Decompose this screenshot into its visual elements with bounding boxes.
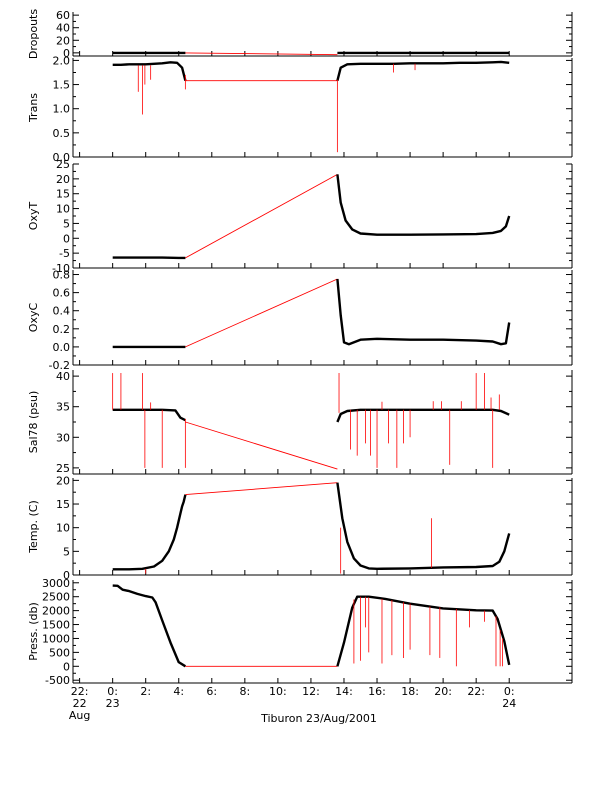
y-tick-label: 0 <box>63 47 70 60</box>
y-tick-label: 0.4 <box>53 305 71 318</box>
panel-2: 2.0 1.5 1.0 0.5 0.0 Trans <box>27 54 573 164</box>
y-tick-label: 20 <box>56 474 70 487</box>
y-tick-label: -10 <box>52 262 70 275</box>
y-axis-label: Trans <box>27 93 40 123</box>
y-axis-label: Dropouts <box>27 9 40 59</box>
x-tick-label: 2: <box>140 685 151 698</box>
y-tick-label: 0.2 <box>53 323 71 336</box>
y-tick-label: 0 <box>63 569 70 582</box>
data-series-line <box>336 278 511 346</box>
y-tick-label: 0 <box>63 660 70 673</box>
data-series-line <box>336 60 510 81</box>
y-tick-label: 10 <box>56 522 70 535</box>
y-axis-label: OxyC <box>27 303 40 333</box>
y-tick-label: 5 <box>63 545 70 558</box>
y-tick-label: 0.5 <box>53 127 71 140</box>
data-series-line <box>336 595 511 667</box>
y-tick-label: 1.0 <box>53 103 71 116</box>
x-tick-label: 0: <box>504 685 515 698</box>
data-series-line <box>336 408 510 423</box>
y-tick-label: -0.2 <box>49 359 70 372</box>
y-tick-label: 0.8 <box>53 269 71 282</box>
x-tick-label: 23 <box>106 697 120 710</box>
y-tick-label: 500 <box>49 646 70 659</box>
panels: 6040200Dropouts2.01.51.00.50.0Trans25201… <box>27 9 573 687</box>
y-tick-label: 0.6 <box>53 287 71 300</box>
interpolation-line <box>185 52 338 56</box>
y-tick-label: 2.0 <box>53 54 71 67</box>
y-axis-label: Sal78 (psu) <box>27 391 40 454</box>
data-series-line <box>112 408 186 422</box>
y-tick-label: -500 <box>45 674 70 687</box>
y-tick-label: 10 <box>56 203 70 216</box>
y-tick-label: 2500 <box>42 591 70 604</box>
y-tick-label: 35 <box>56 401 70 414</box>
y-tick-label: -5 <box>59 247 70 260</box>
y-axis-label: OxyT <box>27 202 40 231</box>
y-tick-label: 25 <box>56 158 70 171</box>
panel-4: 0.8 0.6 0.4 0.2 0.0 -0.2 OxyC <box>27 269 573 372</box>
y-tick-label: 1500 <box>42 619 70 632</box>
y-tick-label: 20 <box>56 173 70 186</box>
x-tick-label: 22: <box>71 685 89 698</box>
x-tick-label: 8: <box>239 685 250 698</box>
x-tick-label: 20: <box>434 685 452 698</box>
data-series-line <box>112 584 187 668</box>
x-tick-label: 12: <box>302 685 320 698</box>
y-tick-label: 5 <box>63 217 70 230</box>
x-tick-label: 22 <box>73 697 87 710</box>
y-tick-label: 2000 <box>42 605 70 618</box>
data-series-line <box>336 482 511 570</box>
panel-6: 20 15 10 5 0 Temp. (C) <box>27 474 573 582</box>
interpolation-line <box>185 174 338 259</box>
y-tick-label: 30 <box>56 431 70 444</box>
y-tick-label: 1000 <box>42 632 70 645</box>
panel-5: 40 35 30 25 Sal78 (psu) <box>27 370 573 475</box>
y-tick-label: 25 <box>56 462 70 475</box>
y-tick-label: 3000 <box>42 577 70 590</box>
interpolation-line <box>185 482 338 496</box>
y-tick-label: 20 <box>56 34 70 47</box>
y-axis-label: Press. (db) <box>27 602 40 661</box>
x-tick-label: 10: <box>269 685 287 698</box>
data-series-line <box>112 494 187 571</box>
panel-3: 25 20 15 105 0 -5 -10 OxyT <box>27 158 573 275</box>
y-tick-label: 0 <box>63 232 70 245</box>
interpolation-line <box>185 421 338 470</box>
y-tick-label: 15 <box>56 188 70 201</box>
x-tick-label: 0: <box>107 685 118 698</box>
x-tick-label: 22: <box>467 685 485 698</box>
x-tick-label: 16: <box>368 685 386 698</box>
y-tick-label: 0.0 <box>53 341 71 354</box>
x-tick-label: 6: <box>206 685 217 698</box>
x-tick-label: 4: <box>173 685 184 698</box>
x-tick-label: 14: <box>335 685 353 698</box>
y-axis-label: Temp. (C) <box>27 500 40 554</box>
y-tick-label: 60 <box>56 9 70 22</box>
x-tick-label: Aug <box>69 709 90 722</box>
x-tick-label: 18: <box>401 685 419 698</box>
plot-footer-title: Tiburon 23/Aug/2001 <box>260 712 377 725</box>
y-tick-label: 40 <box>56 22 70 35</box>
y-tick-label: 15 <box>56 498 70 511</box>
y-tick-label: 40 <box>56 370 70 383</box>
x-tick-label: 24 <box>502 697 516 710</box>
y-tick-label: 0.0 <box>53 151 71 164</box>
interpolation-line <box>185 278 338 348</box>
data-series-line <box>112 61 187 81</box>
data-series-line <box>336 174 511 236</box>
y-tick-label: 1.5 <box>53 79 71 92</box>
